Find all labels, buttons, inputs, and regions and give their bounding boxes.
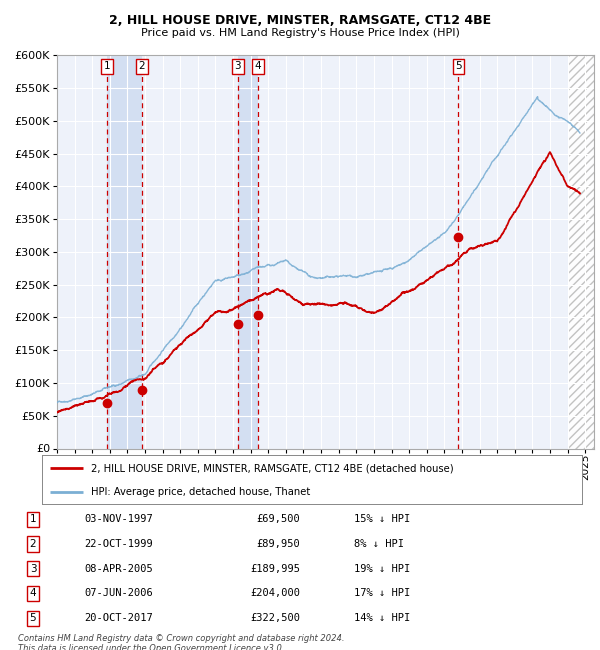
Text: 17% ↓ HPI: 17% ↓ HPI	[354, 588, 410, 599]
Text: 5: 5	[29, 613, 37, 623]
Text: 14% ↓ HPI: 14% ↓ HPI	[354, 613, 410, 623]
Text: 07-JUN-2006: 07-JUN-2006	[84, 588, 153, 599]
Text: 08-APR-2005: 08-APR-2005	[84, 564, 153, 574]
Text: 8% ↓ HPI: 8% ↓ HPI	[354, 539, 404, 549]
Text: 2: 2	[29, 539, 37, 549]
Text: £89,950: £89,950	[256, 539, 300, 549]
Text: 2, HILL HOUSE DRIVE, MINSTER, RAMSGATE, CT12 4BE (detached house): 2, HILL HOUSE DRIVE, MINSTER, RAMSGATE, …	[91, 463, 453, 473]
Bar	[107, 55, 142, 448]
Text: Contains HM Land Registry data © Crown copyright and database right 2024.
This d: Contains HM Land Registry data © Crown c…	[18, 634, 344, 650]
Text: 3: 3	[235, 61, 241, 71]
Bar	[238, 55, 258, 448]
Text: £322,500: £322,500	[250, 613, 300, 623]
Text: 2, HILL HOUSE DRIVE, MINSTER, RAMSGATE, CT12 4BE: 2, HILL HOUSE DRIVE, MINSTER, RAMSGATE, …	[109, 14, 491, 27]
Text: £189,995: £189,995	[250, 564, 300, 574]
Text: £204,000: £204,000	[250, 588, 300, 599]
Text: £69,500: £69,500	[256, 514, 300, 525]
Text: 19% ↓ HPI: 19% ↓ HPI	[354, 564, 410, 574]
Text: 15% ↓ HPI: 15% ↓ HPI	[354, 514, 410, 525]
Text: 1: 1	[29, 514, 37, 525]
Text: Price paid vs. HM Land Registry's House Price Index (HPI): Price paid vs. HM Land Registry's House …	[140, 28, 460, 38]
Text: 5: 5	[455, 61, 462, 71]
Text: 22-OCT-1999: 22-OCT-1999	[84, 539, 153, 549]
Text: 1: 1	[104, 61, 110, 71]
Text: 2: 2	[139, 61, 145, 71]
Text: 4: 4	[29, 588, 37, 599]
Text: 20-OCT-2017: 20-OCT-2017	[84, 613, 153, 623]
Text: 4: 4	[255, 61, 262, 71]
Text: HPI: Average price, detached house, Thanet: HPI: Average price, detached house, Than…	[91, 487, 310, 497]
Text: 03-NOV-1997: 03-NOV-1997	[84, 514, 153, 525]
Bar	[568, 55, 594, 448]
Text: 3: 3	[29, 564, 37, 574]
